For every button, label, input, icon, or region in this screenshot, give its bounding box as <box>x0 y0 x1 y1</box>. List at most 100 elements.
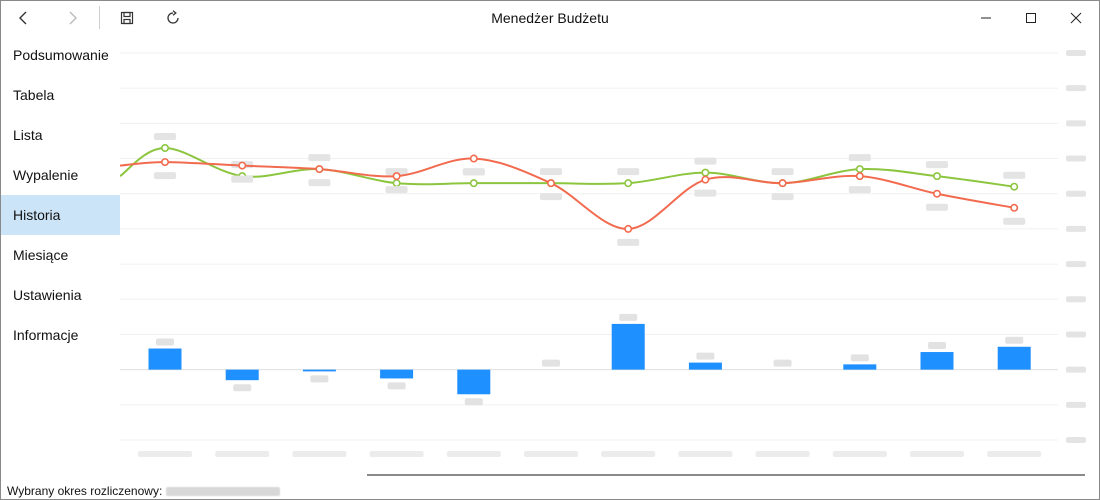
close-button[interactable] <box>1053 1 1099 34</box>
bar-data-label-redacted <box>233 384 252 392</box>
sidebar-item-label: Tabela <box>13 87 55 103</box>
bar-data-label-redacted <box>310 375 329 383</box>
y-tick-label-redacted <box>1066 331 1086 338</box>
sidebar-item-lista[interactable]: Lista <box>1 115 120 155</box>
x-tick-label-redacted <box>369 451 424 457</box>
bar-data-label-redacted <box>619 313 638 321</box>
point-data-label-redacted <box>385 186 408 194</box>
point-data-label-redacted <box>771 168 794 176</box>
point-data-label-redacted <box>1003 171 1026 179</box>
history-chart <box>120 50 1086 457</box>
y-tick-label-redacted <box>1066 190 1086 197</box>
sidebar-item-miesiace[interactable]: Miesiące <box>1 235 120 275</box>
bar-data-label-redacted <box>156 338 174 346</box>
series-point <box>855 165 864 174</box>
chart-horizontal-scrollbar[interactable] <box>367 474 1085 476</box>
point-data-label-redacted <box>926 203 948 211</box>
minimize-button[interactable] <box>963 1 1009 34</box>
series-point <box>546 179 555 188</box>
point-data-label-redacted <box>540 168 562 176</box>
bar <box>380 369 414 379</box>
selected-period-label: Wybrany okres rozliczenowy: <box>7 484 163 498</box>
y-tick-label-redacted <box>1066 120 1086 127</box>
bar-data-label-redacted <box>850 354 869 362</box>
series-point <box>1010 203 1019 212</box>
minimize-icon <box>981 17 991 18</box>
bar-data-label-redacted <box>464 398 483 406</box>
y-tick-label-redacted <box>1066 401 1086 408</box>
series-point <box>160 158 169 167</box>
sidebar-item-label: Ustawienia <box>13 287 82 303</box>
sidebar-item-label: Historia <box>13 207 61 223</box>
sidebar-item-label: Informacje <box>13 327 79 343</box>
bar-data-label-redacted <box>928 342 946 350</box>
point-data-label-redacted <box>462 168 485 176</box>
point-data-label-redacted <box>308 154 331 162</box>
series-point <box>624 179 633 188</box>
y-tick-label-redacted <box>1066 225 1086 232</box>
refresh-button[interactable] <box>150 1 196 34</box>
sidebar-item-historia[interactable]: Historia <box>1 195 120 235</box>
bar-data-label-redacted <box>696 352 715 360</box>
bar-data-label-redacted <box>773 359 792 367</box>
series-point <box>315 165 324 174</box>
series-point <box>469 154 478 163</box>
sidebar: Podsumowanie Tabela Lista Wypalenie Hist… <box>1 35 120 355</box>
x-tick-label-redacted <box>755 451 810 457</box>
point-data-label-redacted <box>694 189 717 197</box>
series-point <box>392 172 401 181</box>
bar <box>302 369 336 372</box>
point-data-label-redacted <box>771 193 794 201</box>
x-tick-label-redacted <box>910 451 964 457</box>
y-tick-label-redacted <box>1066 296 1086 303</box>
back-button[interactable] <box>1 1 47 34</box>
sidebar-item-podsumowanie[interactable]: Podsumowanie <box>1 35 120 75</box>
x-tick-label-redacted <box>292 451 347 457</box>
series-line <box>120 146 1015 188</box>
bar <box>611 323 645 370</box>
forward-button[interactable] <box>49 1 95 34</box>
sidebar-item-label: Lista <box>13 127 43 143</box>
sidebar-item-ustawienia[interactable]: Ustawienia <box>1 275 120 315</box>
point-data-label-redacted <box>694 157 717 165</box>
bar-data-label-redacted <box>542 359 560 367</box>
series-point <box>160 143 169 152</box>
bar <box>457 369 491 395</box>
point-data-label-redacted <box>617 238 640 246</box>
close-icon <box>1070 12 1082 23</box>
series-point <box>701 168 710 177</box>
sidebar-item-label: Podsumowanie <box>13 47 109 63</box>
series-point <box>932 189 941 198</box>
floppy-disk-icon <box>120 11 134 24</box>
y-tick-label-redacted <box>1066 366 1086 373</box>
series-point <box>778 179 787 188</box>
bar <box>843 364 877 370</box>
maximize-icon <box>1026 12 1036 23</box>
sidebar-item-label: Miesiące <box>13 247 69 263</box>
toolbar-separator <box>99 6 100 29</box>
series-point <box>701 175 710 184</box>
save-button[interactable] <box>104 1 150 34</box>
series-point <box>469 179 478 188</box>
sidebar-item-tabela[interactable]: Tabela <box>1 75 120 115</box>
point-data-label-redacted <box>1003 217 1026 225</box>
x-tick-label-redacted <box>138 451 192 457</box>
bar <box>920 352 954 370</box>
maximize-button[interactable] <box>1008 1 1054 34</box>
point-data-label-redacted <box>154 172 176 180</box>
bar <box>997 346 1031 370</box>
y-tick-label-redacted <box>1066 85 1086 92</box>
x-tick-label-redacted <box>601 451 656 457</box>
point-data-label-redacted <box>848 186 871 194</box>
refresh-icon <box>167 9 179 24</box>
series-point <box>855 172 864 181</box>
sidebar-item-informacje[interactable]: Informacje <box>1 315 120 355</box>
y-tick-label-redacted <box>1066 437 1086 443</box>
arrow-right-icon <box>69 11 77 24</box>
y-tick-label-redacted <box>1066 50 1086 56</box>
sidebar-item-wypalenie[interactable]: Wypalenie <box>1 155 120 195</box>
arrow-left-icon <box>19 11 27 24</box>
x-tick-label-redacted <box>446 451 501 457</box>
x-tick-label-redacted <box>832 451 887 457</box>
